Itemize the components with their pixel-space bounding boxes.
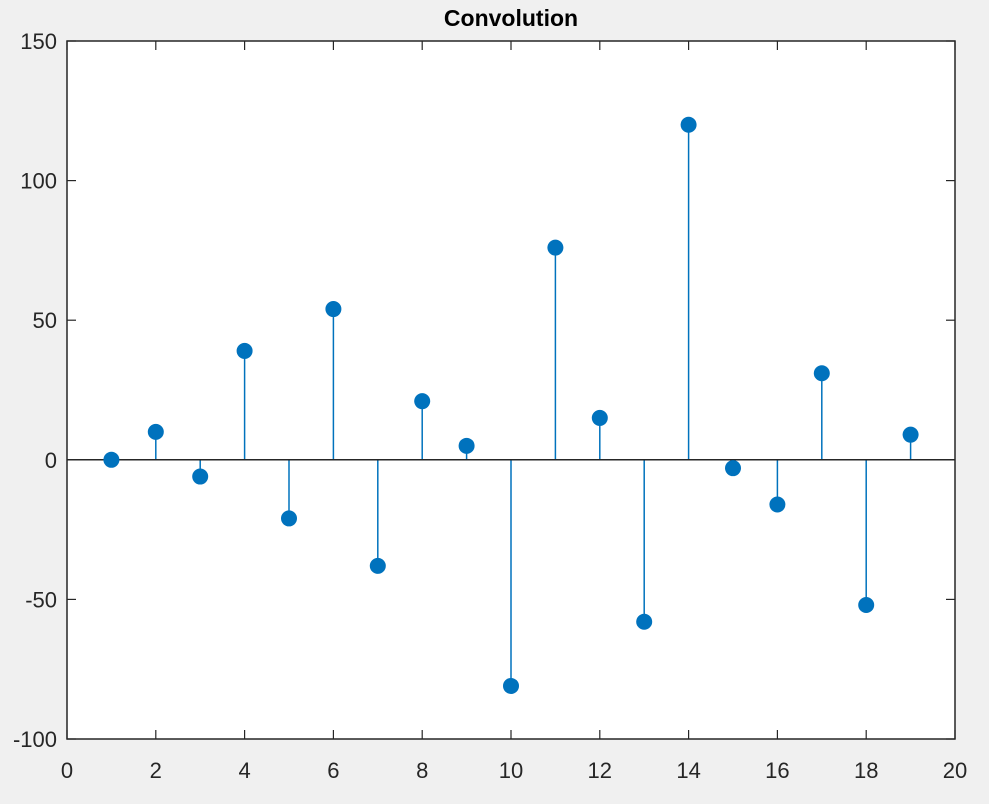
y-axis-ticks: -100 -50 0 50 100 150 xyxy=(13,29,955,752)
stem-marker xyxy=(547,239,564,256)
x-tick-label: 16 xyxy=(765,758,789,783)
stem-marker xyxy=(414,393,431,410)
stem-marker xyxy=(769,496,786,513)
stem-marker xyxy=(325,301,342,318)
x-tick-label: 0 xyxy=(61,758,73,783)
stem-marker xyxy=(680,116,697,133)
x-tick-label: 2 xyxy=(150,758,162,783)
stem-markers xyxy=(103,116,919,694)
stem-marker xyxy=(236,342,253,359)
stem-marker xyxy=(858,596,875,613)
y-tick-label: 50 xyxy=(33,308,57,333)
x-tick-label: 14 xyxy=(676,758,700,783)
stem-marker xyxy=(725,460,741,477)
stem-marker xyxy=(192,468,209,485)
x-axis-ticks: 0 2 4 6 8 10 12 14 16 18 20 xyxy=(61,41,967,783)
stem-marker xyxy=(636,613,653,630)
x-tick-label: 8 xyxy=(416,758,428,783)
stem-marker xyxy=(103,451,120,468)
x-tick-label: 4 xyxy=(238,758,250,783)
x-tick-label: 6 xyxy=(327,758,339,783)
stem-marker xyxy=(458,437,475,454)
y-tick-label: -50 xyxy=(25,587,57,612)
stem-marker xyxy=(147,423,164,440)
x-tick-label: 10 xyxy=(499,758,523,783)
x-tick-label: 20 xyxy=(943,758,967,783)
stem-marker xyxy=(813,365,830,382)
y-tick-label: 100 xyxy=(20,169,57,194)
stem-marker xyxy=(281,510,297,527)
x-tick-label: 18 xyxy=(854,758,878,783)
stem-marker xyxy=(369,557,386,574)
x-tick-label: 12 xyxy=(588,758,612,783)
chart-title: Convolution xyxy=(444,5,578,31)
y-tick-label: 0 xyxy=(45,448,57,473)
y-tick-label: 150 xyxy=(20,29,57,54)
stem-marker xyxy=(591,409,608,426)
y-tick-label: -100 xyxy=(13,727,57,752)
stem-marker xyxy=(902,426,919,443)
stem-marker xyxy=(503,677,519,694)
